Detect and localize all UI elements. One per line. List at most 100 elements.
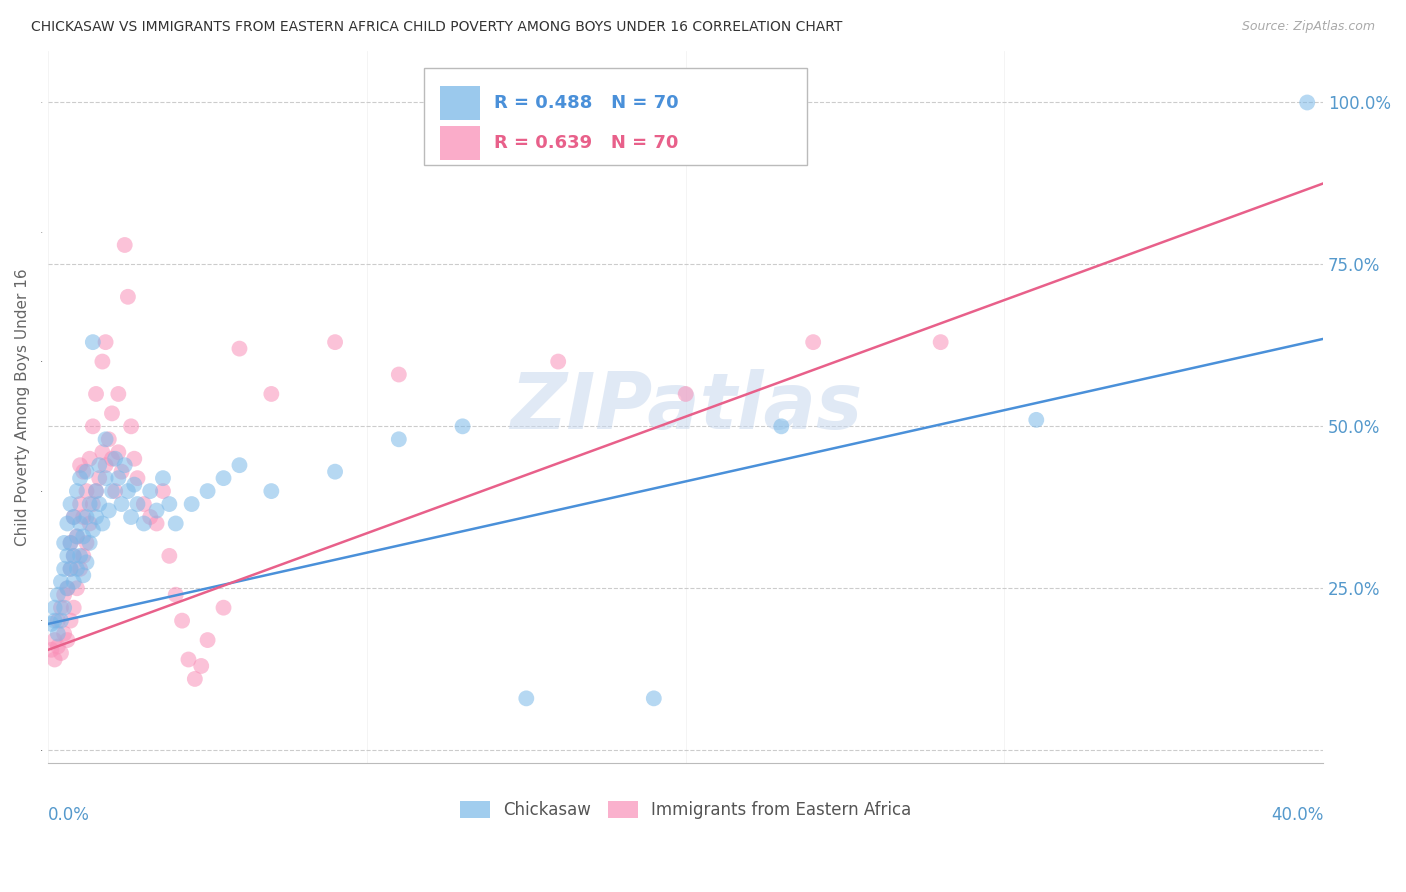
Point xyxy=(69,497,91,511)
Point xyxy=(59,536,82,550)
Point xyxy=(69,516,91,531)
Point xyxy=(260,387,283,401)
Point xyxy=(675,387,697,401)
Point xyxy=(1025,413,1047,427)
Point xyxy=(110,465,132,479)
Point xyxy=(101,484,124,499)
Point xyxy=(69,458,91,473)
Point xyxy=(79,497,101,511)
Point xyxy=(127,471,149,485)
Point xyxy=(76,536,98,550)
FancyBboxPatch shape xyxy=(425,69,807,165)
Point xyxy=(82,497,104,511)
FancyBboxPatch shape xyxy=(440,126,481,161)
Point xyxy=(53,588,76,602)
Point xyxy=(104,484,127,499)
Point xyxy=(91,354,114,368)
Point xyxy=(49,614,72,628)
Point xyxy=(101,451,124,466)
Point xyxy=(66,529,89,543)
Point xyxy=(91,445,114,459)
Point xyxy=(62,574,84,589)
Point xyxy=(110,497,132,511)
Point xyxy=(84,484,107,499)
Point xyxy=(49,646,72,660)
Point xyxy=(89,458,111,473)
Point xyxy=(62,510,84,524)
Point xyxy=(66,529,89,543)
Text: R = 0.488   N = 70: R = 0.488 N = 70 xyxy=(495,94,679,112)
Point xyxy=(190,659,212,673)
Point xyxy=(97,503,120,517)
Point xyxy=(515,691,537,706)
Point xyxy=(56,633,79,648)
Point xyxy=(132,497,155,511)
Point xyxy=(388,368,411,382)
Point xyxy=(53,536,76,550)
Point xyxy=(44,600,66,615)
Point xyxy=(124,451,146,466)
Point xyxy=(53,600,76,615)
Point xyxy=(388,432,411,446)
Text: CHICKASAW VS IMMIGRANTS FROM EASTERN AFRICA CHILD POVERTY AMONG BOYS UNDER 16 CO: CHICKASAW VS IMMIGRANTS FROM EASTERN AFR… xyxy=(31,20,842,34)
Point xyxy=(44,614,66,628)
Point xyxy=(59,536,82,550)
Point xyxy=(1296,95,1319,110)
Point xyxy=(84,387,107,401)
Point xyxy=(62,549,84,563)
Point xyxy=(79,451,101,466)
Legend: Chickasaw, Immigrants from Eastern Africa: Chickasaw, Immigrants from Eastern Afric… xyxy=(453,795,918,826)
Point xyxy=(72,465,94,479)
Text: 40.0%: 40.0% xyxy=(1271,805,1323,824)
Point xyxy=(117,290,139,304)
Point xyxy=(197,633,219,648)
Point xyxy=(62,600,84,615)
Point xyxy=(76,484,98,499)
Point xyxy=(82,335,104,350)
Point xyxy=(107,387,129,401)
Point xyxy=(76,555,98,569)
Point xyxy=(49,600,72,615)
Point xyxy=(132,516,155,531)
Point xyxy=(56,581,79,595)
Point xyxy=(89,497,111,511)
Point xyxy=(643,691,665,706)
Point xyxy=(172,614,194,628)
Point xyxy=(228,342,250,356)
Point xyxy=(72,568,94,582)
Point xyxy=(72,549,94,563)
Text: ZIPatlas: ZIPatlas xyxy=(509,369,862,445)
Point xyxy=(66,581,89,595)
Point xyxy=(801,335,824,350)
Point xyxy=(62,549,84,563)
Point xyxy=(72,529,94,543)
Point xyxy=(44,652,66,666)
Point xyxy=(79,516,101,531)
Point xyxy=(197,484,219,499)
Point xyxy=(157,549,180,563)
Point xyxy=(46,626,69,640)
Point xyxy=(120,419,142,434)
Point xyxy=(101,406,124,420)
Point xyxy=(177,652,200,666)
FancyBboxPatch shape xyxy=(440,86,481,120)
Point xyxy=(59,497,82,511)
Text: R = 0.639   N = 70: R = 0.639 N = 70 xyxy=(495,135,679,153)
Point xyxy=(184,672,207,686)
Point xyxy=(323,465,346,479)
Point xyxy=(84,484,107,499)
Point xyxy=(56,581,79,595)
Point xyxy=(59,614,82,628)
Point xyxy=(212,600,235,615)
Y-axis label: Child Poverty Among Boys Under 16: Child Poverty Among Boys Under 16 xyxy=(15,268,30,546)
Point xyxy=(53,626,76,640)
Point xyxy=(124,477,146,491)
Point xyxy=(117,484,139,499)
Point xyxy=(46,640,69,654)
Point xyxy=(82,523,104,537)
Point xyxy=(94,471,117,485)
Point xyxy=(547,354,569,368)
Point xyxy=(107,445,129,459)
Point xyxy=(94,432,117,446)
Point xyxy=(107,471,129,485)
